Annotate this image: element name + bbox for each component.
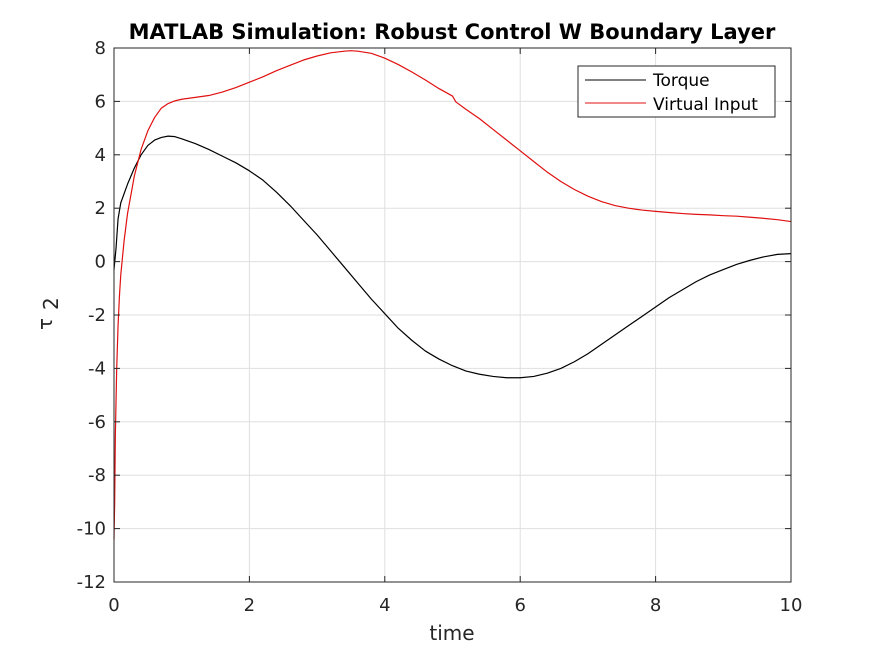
y-tick-label: -10 — [77, 519, 106, 540]
x-tick-label: 2 — [244, 595, 255, 616]
y-tick-label: 0 — [95, 252, 106, 273]
y-tick-label: 4 — [95, 145, 106, 166]
x-axis-label: time — [429, 621, 474, 645]
chart-title: MATLAB Simulation: Robust Control W Boun… — [129, 20, 776, 44]
grid — [113, 47, 792, 583]
y-tick-label: -2 — [88, 305, 106, 326]
y-tick-label: -8 — [88, 465, 106, 486]
series-line-virtual-input — [113, 50, 792, 540]
y-tick-label: 2 — [95, 198, 106, 219]
y-tick-label: 6 — [95, 91, 106, 112]
x-tick-label: 4 — [379, 595, 390, 616]
x-tick-label: 0 — [108, 595, 119, 616]
x-tick-label: 6 — [514, 595, 525, 616]
y-axis-label: τ 2 — [33, 297, 63, 330]
series-line-torque — [113, 135, 792, 379]
plot-lines — [113, 50, 792, 540]
legend-label-torque: Torque — [652, 71, 710, 91]
y-tick-label: 8 — [95, 38, 106, 59]
y-axis-label-symbol: τ — [33, 318, 57, 330]
y-tick-label: -4 — [88, 358, 106, 379]
y-axis-label-subscript: 2 — [39, 297, 63, 310]
tick-labels: 0 2 4 6 8 10 -12 -10 -8 -6 -4 -2 0 2 4 6 8 — [77, 38, 803, 616]
y-tick-label: -6 — [88, 412, 106, 433]
legend-box — [577, 65, 776, 118]
legend: Torque Virtual Input — [577, 65, 776, 118]
x-tick-label: 8 — [650, 595, 661, 616]
x-tick-label: 10 — [780, 595, 803, 616]
legend-label-virtual-input: Virtual Input — [653, 95, 758, 115]
y-tick-label: -12 — [77, 572, 106, 593]
